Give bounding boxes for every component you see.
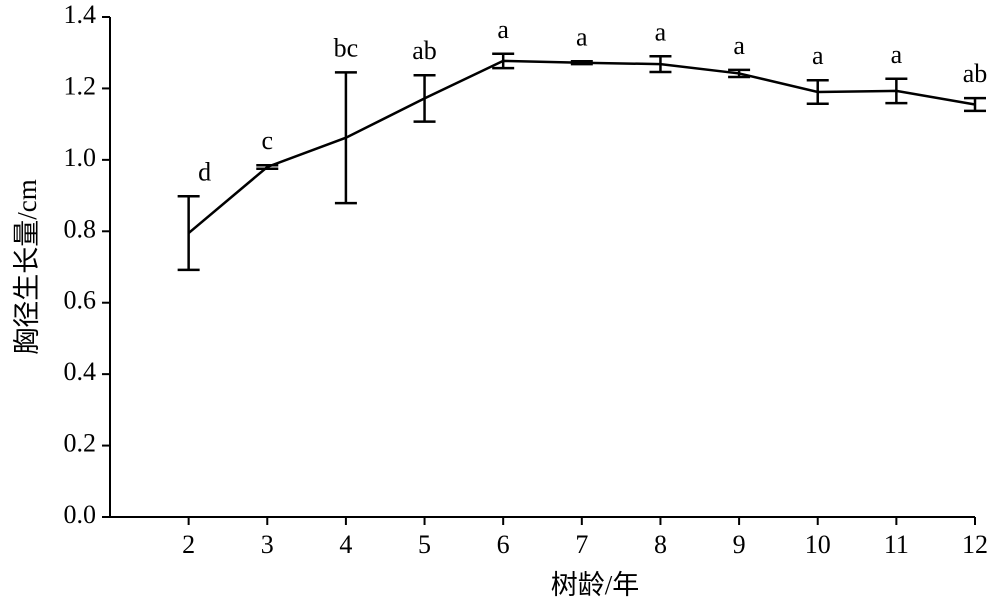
significance-letter: bc — [334, 33, 359, 62]
significance-letter: a — [812, 41, 824, 70]
y-tick-label: 0.0 — [64, 500, 97, 529]
error-bar — [570, 60, 593, 66]
error-bar — [413, 73, 436, 123]
significance-letter: ab — [412, 36, 437, 65]
significance-letter: d — [198, 157, 211, 186]
significance-letter: a — [497, 15, 509, 44]
x-axis-title: 树龄/年 — [551, 570, 640, 600]
significance-letter: a — [733, 31, 745, 60]
x-tick-label: 11 — [884, 530, 909, 559]
error-bar — [256, 163, 279, 171]
y-axis-title: 胸径生长量/cm — [12, 179, 42, 355]
x-tick-label: 12 — [962, 530, 988, 559]
x-tick-label: 6 — [497, 530, 510, 559]
error-bar — [806, 78, 829, 106]
y-tick-label: 0.4 — [64, 357, 97, 386]
data-line — [187, 59, 976, 235]
y-tick-label: 1.2 — [64, 71, 97, 100]
x-tick-label: 9 — [733, 530, 746, 559]
x-tick-label: 4 — [339, 530, 352, 559]
significance-letter: a — [891, 40, 903, 69]
y-tick-label: 1.0 — [64, 143, 97, 172]
error-bar — [964, 96, 986, 113]
error-bar — [885, 77, 908, 105]
significance-letter: ab — [963, 59, 988, 88]
significance-letter: a — [655, 17, 667, 46]
error-bar — [649, 55, 672, 74]
y-tick-label: 0.2 — [64, 429, 97, 458]
x-tick-label: 10 — [805, 530, 831, 559]
x-tick-label: 8 — [654, 530, 667, 559]
y-tick-label: 0.8 — [64, 214, 97, 243]
x-tick-label: 3 — [261, 530, 274, 559]
x-tick-label: 5 — [418, 530, 431, 559]
error-bar — [177, 195, 200, 272]
significance-letter: c — [261, 126, 273, 155]
y-tick-label: 1.4 — [64, 0, 97, 29]
significance-letter: a — [576, 22, 588, 51]
y-tick-label: 0.6 — [64, 286, 97, 315]
x-tick-label: 7 — [575, 530, 588, 559]
x-tick-label: 2 — [182, 530, 195, 559]
error-bar — [334, 71, 357, 205]
error-bar — [728, 68, 751, 79]
error-bar — [492, 52, 515, 70]
